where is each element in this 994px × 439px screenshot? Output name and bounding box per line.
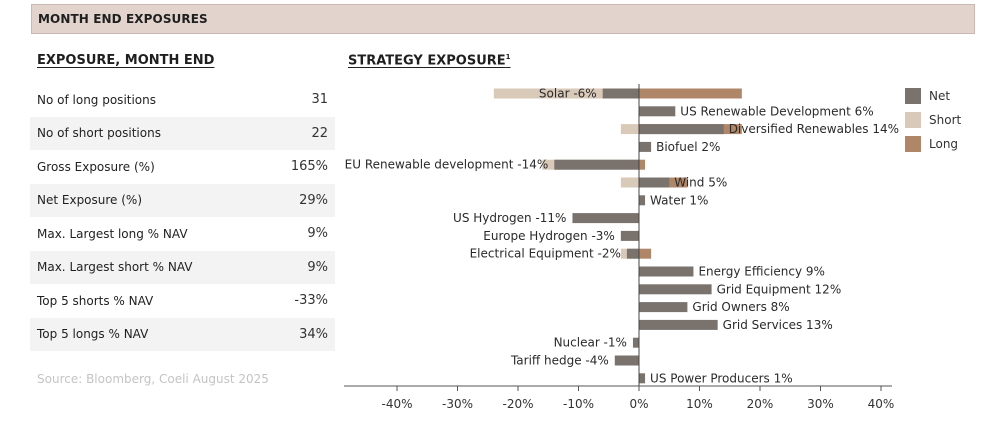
legend-label-short: Short [929, 113, 962, 127]
row-label: Gross Exposure (%) [37, 159, 155, 174]
net-bar-energy-efficiency [639, 266, 694, 277]
bar-label-us-hydrogen: US Hydrogen -11% [453, 211, 566, 225]
row-label: Top 5 shorts % NAV [37, 293, 154, 308]
exposure-title: EXPOSURE, MONTH END [37, 53, 215, 68]
bar-label-nuclear: Nuclear -1% [554, 336, 627, 350]
exposure-table: No of long positions 31 No of short posi… [30, 83, 335, 351]
short-bar-wind [620, 177, 639, 188]
net-bar-grid-equipment [639, 284, 712, 295]
row-value: 9% [307, 259, 328, 275]
bar-label-grid-equipment: Grid Equipment 12% [717, 282, 842, 296]
row-value: -33% [294, 293, 328, 309]
legend-item-net: Net [905, 84, 961, 108]
row-value: 31 [311, 92, 328, 108]
bar-label-eu-renewable-development: EU Renewable development -14% [345, 158, 549, 172]
x-tick-label: 40% [868, 397, 895, 411]
bar-label-grid-owners: Grid Owners 8% [692, 300, 789, 314]
bar-label-grid-services: Grid Services 13% [723, 318, 833, 332]
net-bar-water [639, 195, 646, 206]
legend-label-long: Long [929, 137, 959, 151]
bar-label-europe-hydrogen: Europe Hydrogen -3% [483, 229, 615, 243]
bar-label-electrical-equipment: Electrical Equipment -2% [470, 247, 621, 261]
short-bar-diversified-renewables [620, 124, 639, 135]
row-label: No of long positions [37, 92, 157, 107]
bar-label-us-power-producers: US Power Producers 1% [650, 371, 793, 385]
table-row: Top 5 longs % NAV 34% [30, 317, 335, 351]
net-bar-wind [639, 177, 670, 188]
row-value: 9% [307, 226, 328, 242]
legend-swatch-net [905, 88, 921, 104]
x-tick-label: 20% [747, 397, 774, 411]
row-value: 22 [311, 125, 328, 141]
net-bar-solar [602, 88, 639, 99]
x-tick-label: 10% [686, 397, 713, 411]
table-row: Max. Largest short % NAV 9% [30, 250, 335, 284]
row-label: Max. Largest long % NAV [37, 226, 188, 241]
legend-swatch-short [905, 112, 921, 128]
x-tick-label: -20% [502, 397, 533, 411]
net-bar-us-hydrogen [572, 213, 639, 224]
net-bar-nuclear [632, 337, 639, 348]
net-bar-eu-renewable-development [554, 159, 639, 170]
chart-title-text: STRATEGY EXPOSURE [348, 53, 506, 69]
table-row: No of long positions 31 [30, 83, 335, 117]
long-bar-eu-renewable-development [639, 159, 646, 170]
row-value: 165% [290, 159, 328, 175]
long-bar-electrical-equipment [639, 248, 652, 259]
bar-label-energy-efficiency: Energy Efficiency 9% [698, 265, 824, 279]
legend-item-long: Long [905, 132, 961, 156]
table-row: Net Exposure (%) 29% [30, 183, 335, 217]
x-tick-label: -30% [442, 397, 473, 411]
banner-title: MONTH END EXPOSURES [38, 12, 208, 26]
long-bar-solar [639, 88, 742, 99]
short-bar-solar [493, 88, 639, 99]
net-bar-electrical-equipment [626, 248, 639, 259]
x-tick-label: 0% [629, 397, 648, 411]
bar-label-us-renewable-development: US Renewable Development 6% [680, 104, 873, 118]
bar-label-wind: Wind 5% [674, 176, 727, 190]
row-label: Top 5 longs % NAV [37, 327, 149, 342]
row-value: 29% [299, 192, 328, 208]
net-bar-grid-owners [639, 302, 688, 313]
row-label: Max. Largest short % NAV [37, 260, 193, 275]
bar-label-tariff-hedge: Tariff hedge -4% [510, 354, 609, 368]
bar-label-biofuel: Biofuel 2% [656, 140, 720, 154]
net-bar-biofuel [639, 141, 652, 152]
net-bar-diversified-renewables [639, 124, 724, 135]
table-row: Max. Largest long % NAV 9% [30, 217, 335, 251]
net-bar-tariff-hedge [614, 355, 639, 366]
net-bar-us-power-producers [639, 373, 646, 384]
table-row: Top 5 shorts % NAV -33% [30, 284, 335, 318]
section-banner: MONTH END EXPOSURES [31, 4, 975, 34]
x-tick-label: -10% [563, 397, 594, 411]
net-bar-us-renewable-development [639, 106, 676, 117]
table-row: No of short positions 22 [30, 116, 335, 150]
footnote-mark: 1 [505, 53, 511, 61]
net-bar-grid-services [639, 319, 718, 330]
chart-legend: Net Short Long [905, 84, 961, 156]
source-note: Source: Bloomberg, Coeli August 2025 [37, 372, 269, 386]
row-label: No of short positions [37, 126, 161, 141]
bar-label-solar: Solar -6% [539, 87, 597, 101]
x-tick-label: 30% [807, 397, 834, 411]
x-tick-label: -40% [381, 397, 412, 411]
legend-item-short: Short [905, 108, 961, 132]
chart-title: STRATEGY EXPOSURE1 [348, 53, 511, 68]
legend-swatch-long [905, 136, 921, 152]
bar-label-diversified-renewables: Diversified Renewables 14% [729, 122, 899, 136]
net-bar-europe-hydrogen [620, 230, 639, 241]
table-row: Gross Exposure (%) 165% [30, 150, 335, 184]
legend-label-net: Net [929, 89, 951, 103]
row-label: Net Exposure (%) [37, 193, 143, 208]
row-value: 34% [299, 326, 328, 342]
bar-label-water: Water 1% [650, 193, 708, 207]
